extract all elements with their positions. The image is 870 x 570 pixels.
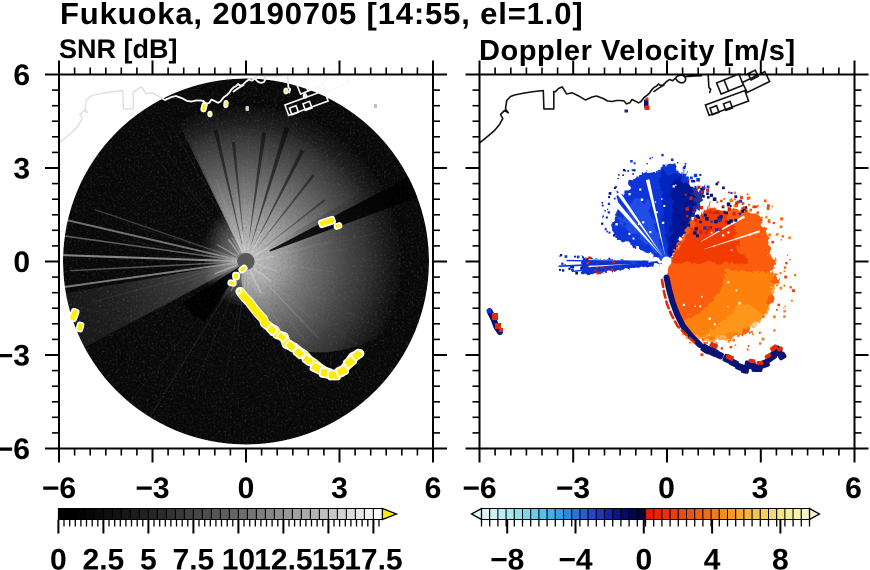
svg-text:17.5: 17.5: [344, 544, 402, 570]
svg-text:12.5: 12.5: [254, 544, 312, 570]
svg-text:−3: −3: [556, 472, 590, 505]
svg-text:3: 3: [331, 472, 348, 505]
svg-text:0: 0: [13, 246, 30, 279]
svg-text:7.5: 7.5: [173, 544, 215, 570]
svg-text:6: 6: [13, 59, 30, 92]
svg-text:−6: −6: [0, 433, 30, 466]
svg-text:0: 0: [50, 544, 67, 570]
svg-text:3: 3: [752, 472, 769, 505]
svg-text:−8: −8: [490, 544, 524, 570]
svg-text:10: 10: [222, 544, 255, 570]
svg-text:SNR [dB]: SNR [dB]: [59, 34, 177, 64]
svg-text:−3: −3: [0, 340, 30, 373]
svg-text:−6: −6: [42, 472, 76, 505]
svg-text:−6: −6: [462, 472, 496, 505]
svg-text:6: 6: [845, 472, 862, 505]
svg-text:5: 5: [140, 544, 157, 570]
svg-text:−4: −4: [558, 544, 593, 570]
svg-text:Fukuoka, 20190705 [14:55, el=1: Fukuoka, 20190705 [14:55, el=1.0]: [60, 0, 584, 31]
svg-text:3: 3: [13, 153, 30, 186]
svg-text:2.5: 2.5: [83, 544, 125, 570]
svg-text:0: 0: [238, 472, 255, 505]
svg-text:4: 4: [704, 544, 721, 570]
svg-text:6: 6: [425, 472, 442, 505]
svg-text:0: 0: [658, 472, 675, 505]
svg-text:15: 15: [312, 544, 345, 570]
svg-text:−3: −3: [135, 472, 169, 505]
svg-text:0: 0: [635, 544, 652, 570]
svg-text:Doppler Velocity [m/s]: Doppler Velocity [m/s]: [479, 35, 796, 67]
svg-text:8: 8: [772, 544, 789, 570]
